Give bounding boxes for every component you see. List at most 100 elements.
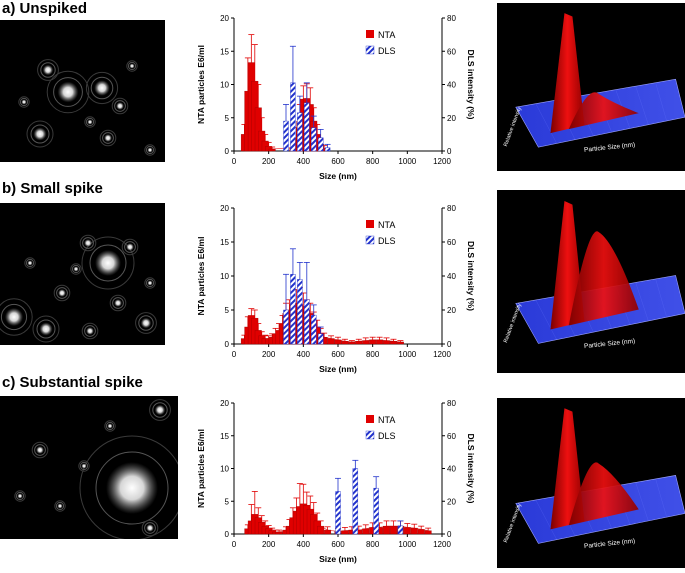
panel-b-label: b) Small spike: [2, 180, 103, 197]
legend-swatch-dls: [365, 45, 375, 55]
x-tick-label: 1000: [398, 157, 416, 166]
panel-a-micrograph: [0, 20, 165, 162]
x-tick-label: 1000: [398, 540, 416, 549]
dls-bar: [352, 468, 359, 535]
secondary-peak: [568, 462, 639, 526]
x-tick-label: 600: [331, 157, 345, 166]
diffraction-ring: [53, 77, 83, 107]
diffraction-ring: [138, 315, 154, 331]
dls-bar: [304, 299, 310, 345]
y2-axis-label: DLS intensity (%): [466, 241, 476, 311]
dls-bar: [290, 82, 296, 152]
legend-label-nta: NTA: [378, 220, 395, 230]
x-tick-label: 200: [262, 350, 276, 359]
y-tick-label: 5: [225, 497, 230, 506]
x-tick-label: 1200: [433, 350, 451, 359]
particle-spot: [154, 404, 166, 416]
x-tick-label: 600: [331, 540, 345, 549]
diffraction-ring: [89, 244, 127, 282]
nta-bar: [376, 339, 384, 345]
diffraction-ring: [25, 258, 35, 268]
x-axis-label: Size (nm): [319, 554, 357, 564]
nta-bar: [390, 341, 397, 345]
y2-tick-label: 40: [447, 272, 456, 281]
diffraction-ring: [144, 522, 156, 534]
x-tick-label: 400: [297, 157, 311, 166]
panel-a-chart: 0 200 400 600 800 1000 1200 0 5 10 15 20 0 20 40 60 80 Si…: [190, 10, 480, 185]
nta-bar: [403, 527, 411, 535]
particle-spot: [81, 463, 87, 469]
dls-bar: [311, 314, 317, 345]
y-tick-label: 10: [220, 465, 229, 474]
x-tick-label: 800: [366, 157, 380, 166]
y2-axis-label: DLS intensity (%): [466, 50, 476, 120]
surface-z-label: Relative intensity: [503, 502, 523, 543]
x-tick-label: 600: [331, 350, 345, 359]
legend-swatch-dls: [365, 430, 375, 440]
legend-swatch-nta: [366, 415, 374, 423]
diffraction-ring: [90, 76, 114, 100]
diffraction-ring: [46, 70, 90, 114]
particle-spot: [58, 289, 66, 297]
panel-a-chart-svg: 0 200 400 600 800 1000 120005101520020406080Si…: [196, 14, 476, 181]
nta-bar: [390, 525, 397, 535]
y-tick-label: 10: [220, 272, 229, 281]
particle-spot: [94, 80, 110, 96]
diffraction-ring: [30, 124, 50, 144]
diffraction-ring: [71, 264, 81, 274]
x-tick-label: 800: [366, 540, 380, 549]
particle-spot: [84, 239, 92, 247]
nta-bar: [383, 525, 390, 535]
diffraction-ring: [135, 312, 157, 334]
floor-grid-line: [535, 499, 557, 540]
nta-bar: [341, 530, 349, 535]
panel-a-label: a) Unspiked: [2, 0, 88, 17]
particle-spot: [27, 260, 33, 266]
surface-x-label: Particle Size (nm): [584, 338, 636, 350]
diffraction-ring: [126, 60, 138, 72]
y-tick-label: 5: [225, 114, 230, 123]
diffraction-ring: [81, 236, 135, 290]
y2-tick-label: 80: [447, 14, 456, 23]
surface-z-label: Relative intensity: [503, 106, 523, 147]
diffraction-ring: [112, 297, 124, 309]
dls-bar: [311, 127, 317, 152]
y-tick-label: 20: [220, 204, 229, 213]
nta-bar: [317, 525, 325, 535]
y2-tick-label: 60: [447, 238, 456, 247]
diffraction-ring: [32, 315, 60, 343]
y-tick-label: 20: [220, 14, 229, 23]
legend-swatch-nta: [366, 30, 374, 38]
y-tick-label: 0: [225, 340, 230, 349]
panel-c-nta-video-frame: [14, 399, 178, 539]
diffraction-ring: [0, 303, 28, 331]
y2-axis-label: DLS intensity (%): [466, 434, 476, 504]
y-tick-label: 0: [225, 147, 230, 156]
legend-label-dls: DLS: [378, 46, 396, 56]
dls-bar: [324, 147, 331, 152]
diffraction-ring: [95, 451, 169, 525]
diffraction-ring: [141, 519, 159, 537]
diffraction-ring: [79, 435, 178, 539]
particle-spot: [114, 299, 122, 307]
nta-bar: [396, 341, 404, 345]
diffraction-ring: [144, 144, 156, 156]
diffraction-ring: [82, 237, 94, 249]
diffraction-ring: [26, 120, 54, 148]
diffraction-ring: [34, 444, 46, 456]
particle-spot: [21, 99, 27, 105]
dls-bar: [373, 487, 379, 535]
legend-label-nta: NTA: [378, 415, 395, 425]
y2-tick-label: 40: [447, 465, 456, 474]
y2-tick-label: 0: [447, 340, 452, 349]
diffraction-ring: [40, 62, 56, 78]
diffraction-ring: [18, 96, 30, 108]
floor-grid-line: [635, 482, 649, 521]
diffraction-ring: [24, 257, 36, 269]
primary-peak: [550, 13, 585, 134]
x-tick-label: 400: [297, 350, 311, 359]
y-tick-label: 0: [225, 530, 230, 539]
legend-swatch-nta: [366, 220, 374, 228]
floor-grid-line: [635, 86, 649, 125]
diffraction-ring: [37, 59, 59, 81]
